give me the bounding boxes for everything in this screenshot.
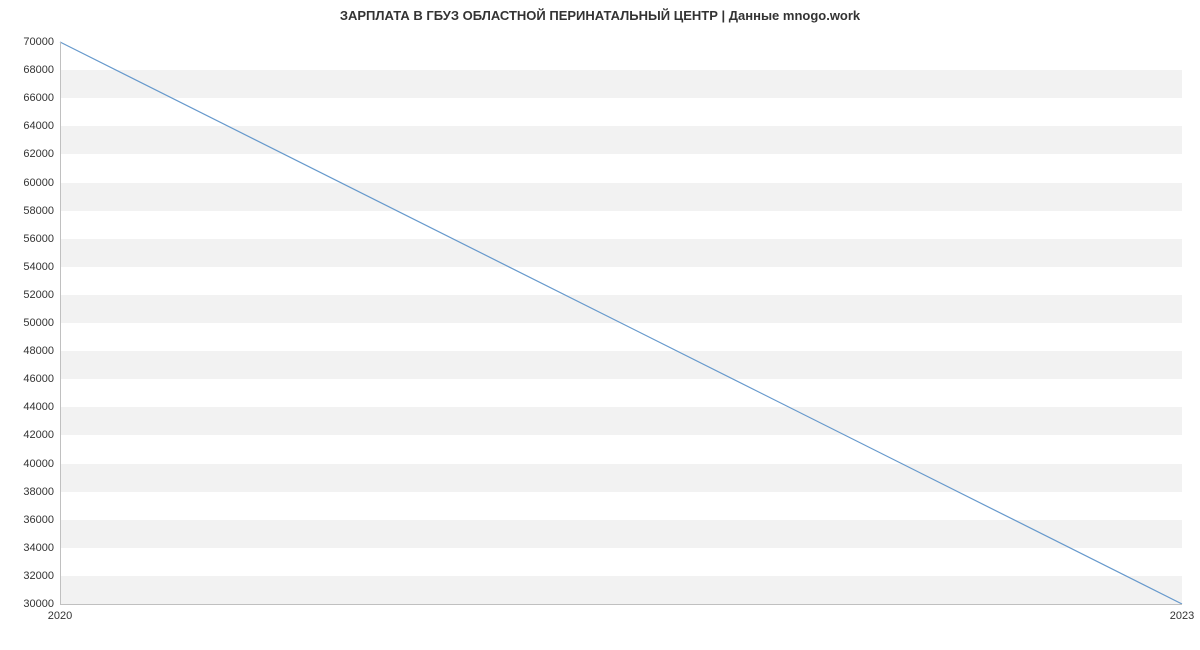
y-tick-label: 68000	[23, 64, 54, 76]
x-tick-label: 2023	[1170, 610, 1194, 622]
y-tick-label: 48000	[23, 345, 54, 357]
y-tick-label: 40000	[23, 458, 54, 470]
y-tick-label: 64000	[23, 120, 54, 132]
y-tick-label: 44000	[23, 401, 54, 413]
series-line-salary	[60, 42, 1182, 604]
line-layer	[60, 42, 1182, 604]
chart-title: ЗАРПЛАТА В ГБУЗ ОБЛАСТНОЙ ПЕРИНАТАЛЬНЫЙ …	[0, 8, 1200, 23]
y-tick-label: 32000	[23, 570, 54, 582]
y-tick-label: 60000	[23, 177, 54, 189]
y-tick-label: 62000	[23, 148, 54, 160]
x-axis-line	[60, 604, 1182, 605]
y-tick-label: 36000	[23, 514, 54, 526]
y-tick-label: 70000	[23, 36, 54, 48]
y-tick-label: 30000	[23, 598, 54, 610]
y-tick-label: 52000	[23, 289, 54, 301]
x-tick-label: 2020	[48, 610, 72, 622]
y-tick-label: 54000	[23, 261, 54, 273]
y-tick-label: 66000	[23, 92, 54, 104]
y-tick-label: 38000	[23, 486, 54, 498]
y-tick-label: 58000	[23, 205, 54, 217]
y-tick-label: 34000	[23, 542, 54, 554]
y-tick-label: 50000	[23, 317, 54, 329]
y-axis-line	[60, 42, 61, 604]
y-tick-label: 56000	[23, 233, 54, 245]
y-tick-label: 46000	[23, 373, 54, 385]
y-tick-label: 42000	[23, 429, 54, 441]
plot-area: 3000032000340003600038000400004200044000…	[60, 42, 1182, 604]
salary-line-chart: ЗАРПЛАТА В ГБУЗ ОБЛАСТНОЙ ПЕРИНАТАЛЬНЫЙ …	[0, 0, 1200, 650]
